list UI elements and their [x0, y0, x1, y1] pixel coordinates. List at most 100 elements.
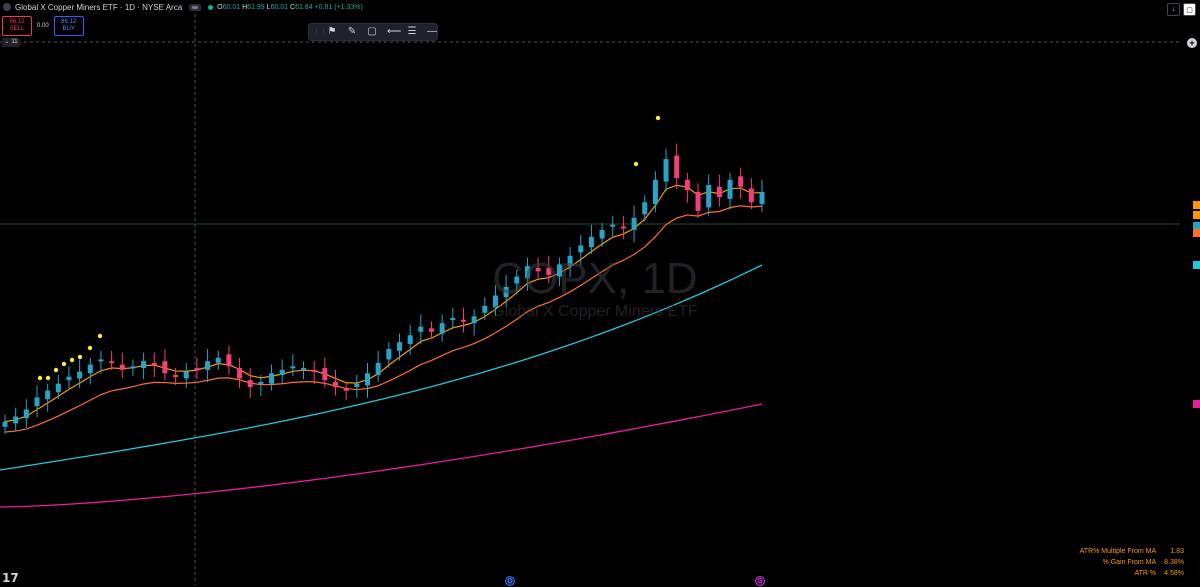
candle-body — [87, 364, 93, 374]
price-axis-tag — [1193, 229, 1200, 237]
tradingview-logo[interactable]: 17 — [2, 571, 19, 585]
candle-body — [2, 421, 8, 427]
price-axis-tag — [1193, 400, 1200, 408]
candle-body — [492, 295, 498, 308]
candle-body — [642, 202, 648, 215]
candle-body — [109, 361, 115, 364]
candle-body — [13, 416, 19, 424]
candle-body — [205, 361, 211, 370]
signal-dot — [69, 357, 75, 363]
candle-body — [514, 276, 520, 284]
ohlc-values: O60.01 H61.99 L60.01 C61.84 +0.81 (+1.33… — [217, 3, 363, 11]
add-plus-icon[interactable]: + — [1187, 38, 1197, 48]
candle-body — [141, 361, 147, 369]
signal-dot — [37, 375, 43, 381]
candle-body — [343, 388, 349, 391]
candle-body — [301, 368, 307, 371]
symbol-header: Global X Copper Miners ETF · 1D · NYSE A… — [0, 0, 363, 14]
candle-body — [215, 357, 221, 363]
candle-body — [279, 369, 285, 375]
candle-body — [247, 380, 253, 388]
signal-dot — [87, 345, 93, 351]
candle-body — [226, 354, 232, 367]
candle-body — [471, 316, 477, 324]
candle-body — [588, 236, 594, 248]
candle-body — [269, 373, 275, 384]
spread-value: 0.00 — [37, 23, 49, 29]
grip-icon[interactable]: ⋮⋮ — [313, 29, 327, 36]
candle-body — [599, 229, 605, 239]
price-change: +0.81 (+1.33%) — [314, 3, 363, 11]
sell-button[interactable]: 86.12 SELL — [2, 16, 32, 36]
price-axis-tag — [1193, 211, 1200, 219]
buy-button[interactable]: 86.12 BUY — [53, 16, 84, 36]
candle-body — [535, 267, 541, 272]
candle-body — [119, 364, 125, 370]
candle-body — [237, 368, 243, 379]
candle-body — [759, 191, 765, 204]
candle-body — [706, 185, 712, 208]
candle-body — [194, 368, 200, 371]
flag-icon[interactable]: ⚑ — [327, 26, 337, 37]
candle-body — [333, 381, 339, 388]
candle-body — [652, 179, 658, 204]
candle-body — [503, 286, 509, 298]
download-icon[interactable]: ↓ — [1167, 3, 1180, 16]
candle-body — [34, 397, 40, 407]
candle-body — [556, 264, 562, 277]
candle-body — [77, 371, 83, 379]
horizontal-line-icon[interactable]: ― — [427, 26, 437, 37]
price-axis-tag — [1193, 222, 1200, 230]
signal-dot — [61, 361, 67, 367]
candle-body — [524, 266, 530, 279]
symbol-title[interactable]: Global X Copper Miners ETF · 1D · NYSE A… — [15, 2, 183, 12]
pencil-brush-icon[interactable]: ✎ — [347, 26, 357, 37]
candle-body — [663, 159, 669, 182]
candle-body — [727, 179, 733, 199]
candle-body — [450, 318, 456, 320]
candle-body — [716, 186, 722, 198]
candle-body — [162, 361, 168, 374]
text-lines-icon[interactable]: ☰ — [407, 26, 417, 37]
symbol-logo-icon — [3, 3, 11, 11]
window-controls: ↓ ▢ — [1167, 3, 1196, 16]
signal-dot — [53, 367, 59, 373]
line-icon[interactable]: ⟵ — [387, 26, 402, 37]
candle-body — [23, 409, 29, 419]
candle-body — [151, 362, 157, 365]
visibility-toggle-icon[interactable] — [189, 3, 202, 11]
candle-body — [428, 328, 434, 332]
rectangle-icon[interactable]: ▢ — [367, 26, 377, 37]
ma-mid-line — [0, 264, 763, 471]
candle-body — [482, 305, 488, 313]
ema-fast-line — [4, 184, 763, 423]
candle-body — [290, 366, 296, 369]
candle-body — [173, 375, 179, 377]
candle-body — [631, 217, 637, 230]
candle-body — [55, 383, 61, 393]
candle-body — [375, 362, 381, 375]
ma-long-line — [0, 403, 763, 508]
candle-body — [322, 368, 328, 381]
stats-row: ATR % 4.58% — [1134, 570, 1184, 577]
candle-body — [567, 255, 573, 267]
signal-dot — [97, 333, 103, 339]
fullscreen-icon[interactable]: ▢ — [1183, 3, 1196, 16]
drawing-toolbar: ⋮⋮ ⚑ ✎ ▢ ⟵ ☰ ― — [308, 23, 438, 41]
candle-body — [183, 371, 189, 379]
indicators-toggle[interactable]: ⌄ 11 — [2, 38, 20, 47]
signal-dot — [633, 161, 639, 167]
candle-body — [738, 176, 744, 187]
candle-body — [311, 369, 317, 372]
candle-body — [460, 319, 466, 322]
candle-body — [610, 224, 616, 227]
candle-body — [620, 226, 626, 229]
candle-body — [45, 390, 51, 400]
candle-body — [365, 373, 371, 386]
signal-dot — [45, 375, 51, 381]
trade-buttons: 86.12 SELL 0.00 86.12 BUY — [2, 16, 84, 36]
candle-body — [418, 326, 424, 332]
candle-body — [98, 359, 104, 362]
candle-body — [748, 188, 754, 203]
